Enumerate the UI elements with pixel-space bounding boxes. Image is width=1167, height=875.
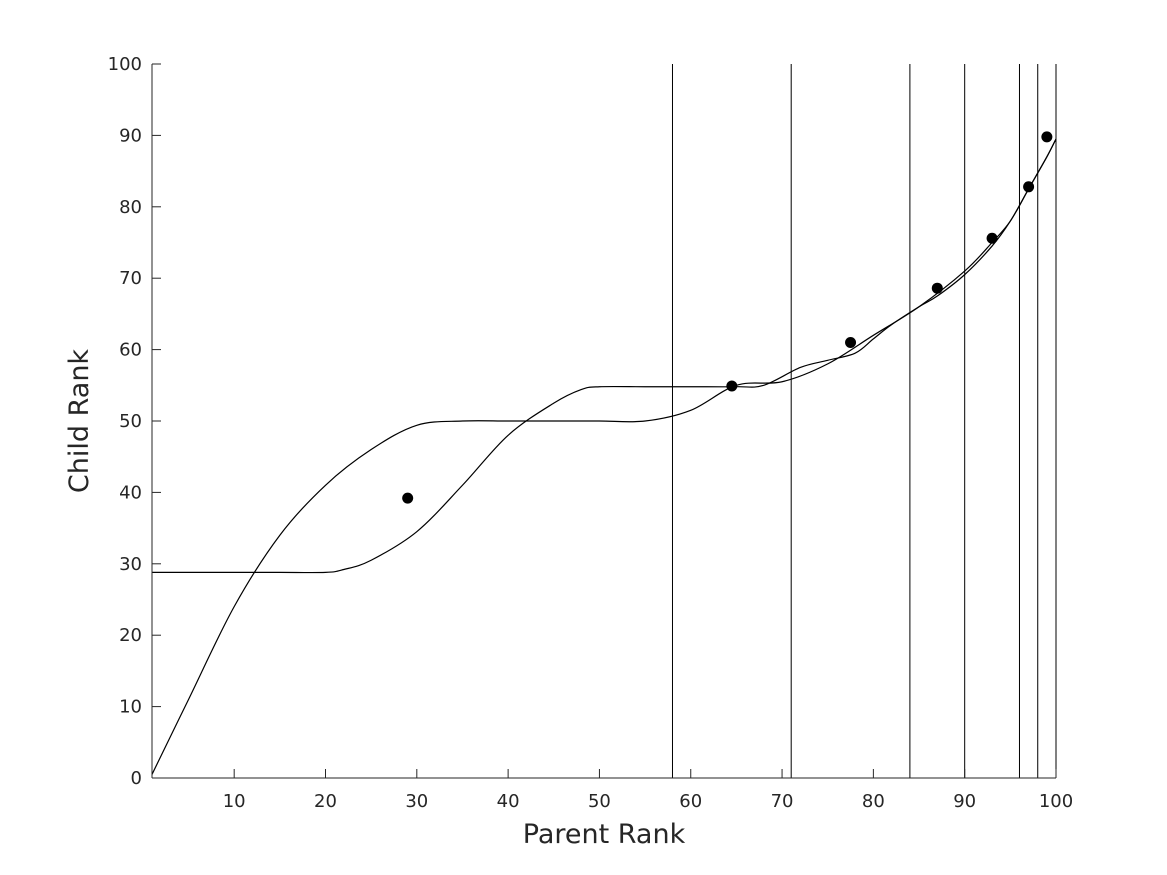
x-tick-label-3: 40	[497, 791, 520, 812]
y-tick-label-8: 80	[119, 197, 142, 218]
x-tick-label-4: 50	[588, 791, 611, 812]
x-tick-label-8: 90	[953, 791, 976, 812]
curve-series	[151, 138, 1057, 775]
curve-line-0	[151, 138, 1057, 775]
data-point-2	[845, 336, 857, 348]
x-tick-label-6: 70	[771, 791, 794, 812]
y-axis-label: Child Rank	[64, 349, 95, 494]
data-point-6	[1041, 131, 1053, 143]
y-tick-label-10: 100	[108, 54, 142, 75]
vertical-reference-lines	[671, 64, 1057, 778]
x-tick-label-1: 20	[314, 791, 337, 812]
data-point-0	[402, 492, 414, 504]
y-tick-label-1: 10	[119, 697, 142, 718]
x-tick-label-7: 80	[862, 791, 885, 812]
x-tick-label-9: 100	[1039, 791, 1073, 812]
axes: 10 20 30 40 50 60 70 80 90 100 0 10 20 30 40 50 60 70 80 90…	[108, 54, 1074, 812]
y-tick-label-5: 50	[119, 411, 142, 432]
scatter-points	[402, 131, 1053, 504]
x-tick-label-0: 10	[223, 791, 246, 812]
x-axis-label: Parent Rank	[523, 819, 686, 850]
curve-line-1	[151, 138, 1057, 574]
y-tick-label-2: 20	[119, 625, 142, 646]
data-point-3	[931, 282, 943, 294]
y-tick-label-3: 30	[119, 554, 142, 575]
data-point-1	[726, 380, 738, 392]
y-tick-label-4: 40	[119, 482, 142, 503]
data-point-5	[1023, 181, 1035, 193]
y-tick-label-9: 90	[119, 125, 142, 146]
y-tick-label-6: 60	[119, 340, 142, 361]
y-tick-label-7: 70	[119, 268, 142, 289]
y-tick-label-0: 0	[131, 768, 142, 789]
x-tick-label-2: 30	[405, 791, 428, 812]
data-point-4	[986, 232, 998, 244]
x-tick-label-5: 60	[679, 791, 702, 812]
